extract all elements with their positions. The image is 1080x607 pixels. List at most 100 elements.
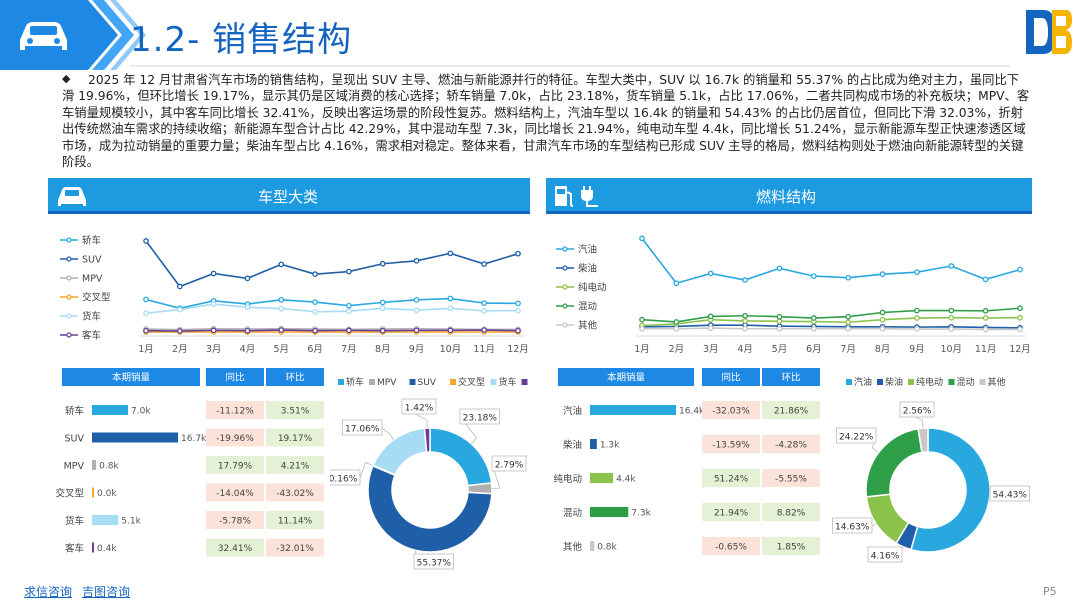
vehicle-line-x-tick-label: 2月	[172, 344, 188, 355]
vehicle-table-sales-label: 7.0k	[131, 407, 151, 417]
vehicle-line-series-line	[145, 303, 519, 314]
vehicle-table-yoy-value: 17.79%	[218, 462, 253, 472]
footer-link-qiuxin[interactable]: 求信咨询	[24, 585, 73, 599]
vehicle-line-series-line	[145, 240, 519, 288]
fuel-donut-legend-swatch	[846, 379, 852, 385]
vehicle-line-data-point	[379, 305, 386, 312]
vehicle-line-data-point	[210, 301, 217, 307]
fuel-line-series-line	[641, 324, 1021, 329]
fuel-line-data-point	[673, 280, 680, 287]
fuel-table-sales-label: 4.4k	[616, 475, 636, 485]
vehicle-line-legend-label: 轿车	[82, 235, 101, 247]
fuel-line-series-line	[641, 316, 1021, 327]
vehicle-line-data-point	[244, 327, 251, 334]
fuel-donut-legend-swatch	[877, 379, 883, 385]
fuel-pump-icon	[555, 186, 574, 207]
summary-text: 2025 年 12 月甘肃省汽车市场的销售结构，呈现出 SUV 主导、燃油与新能…	[62, 73, 1030, 170]
vehicle-donut-legend-swatch	[450, 379, 456, 385]
vehicle-line-legend-marker	[66, 237, 72, 243]
vehicle-line-data-point	[346, 327, 352, 334]
vehicle-line-x-tick-label: 10月	[440, 344, 462, 355]
vehicle-line-data-point	[447, 250, 454, 257]
fuel-table-header-label: 环比	[781, 372, 800, 384]
vehicle-line-data-point	[413, 307, 420, 314]
fuel-line-series-line	[641, 307, 1021, 323]
fuel-table-yoy-value: -32.03%	[712, 407, 750, 417]
fuel-table-sales-bar	[590, 541, 595, 551]
vehicle-line-data-point	[515, 250, 521, 257]
fuel-table-header-label: 同比	[721, 372, 740, 384]
vehicle-line-x-tick-label: 12月	[507, 344, 529, 355]
vehicle-donut-leader-line	[381, 427, 395, 440]
vehicle-line-legend-marker	[66, 294, 72, 300]
fuel-donut-legend-label: 纯电动	[916, 376, 943, 388]
fuel-line-x-tick-label: 8月	[875, 344, 891, 355]
fuel-table-yoy-value: -13.59%	[712, 441, 750, 451]
fuel-line-x-tick-label: 11月	[975, 344, 997, 355]
vehicle-line-x-tick-label: 3月	[206, 344, 222, 355]
vehicle-donut-slice	[367, 464, 493, 553]
fuel-line-x-tick-label: 3月	[703, 344, 719, 355]
fuel-donut-slice-label: 4.16%	[871, 551, 900, 561]
fuel-table-yoy-cell	[702, 435, 760, 453]
fuel-table-yoy-value: -0.65%	[715, 543, 747, 553]
fuel-table-yoy-value: 51.24%	[714, 475, 749, 485]
footer-link-jitu[interactable]: 吉图咨询	[82, 585, 131, 599]
vehicle-table-mom-value: -43.02%	[276, 489, 314, 499]
vehicle-line-data-point	[143, 296, 149, 303]
fuel-line-legend-label: 汽油	[578, 244, 597, 256]
vehicle-line-data-point	[346, 302, 352, 309]
vehicle-line-data-point	[176, 328, 183, 334]
fuel-table-sales-label: 0.8k	[597, 543, 617, 553]
vehicle-line-data-point	[413, 296, 420, 303]
right-panel-header	[546, 178, 1032, 214]
fuel-donut-label-box	[989, 485, 1030, 502]
vehicle-table-header-label: 环比	[285, 372, 304, 384]
fuel-line-data-point	[776, 318, 783, 325]
vehicle-table-yoy-value: -14.04%	[216, 489, 254, 499]
fuel-line-x-tick-label: 10月	[940, 344, 962, 355]
fuel-line-data-point	[776, 325, 783, 332]
fuel-line-data-point	[914, 269, 920, 276]
vehicle-table-sales-bar	[92, 432, 178, 443]
fuel-donut-legend-swatch	[979, 379, 986, 385]
fuel-line-data-point	[914, 326, 920, 332]
vehicle-line-legend-label: 交叉型	[82, 292, 111, 304]
vehicle-line-data-point	[312, 271, 318, 278]
fuel-line-legend-label: 混动	[578, 302, 597, 313]
vehicle-table-mom-value: 4.21%	[281, 462, 310, 472]
fuel-line-series-line	[641, 237, 1021, 285]
fuel-line-data-point	[914, 307, 920, 314]
fuel-donut-legend-label: 柴油	[885, 376, 903, 388]
vehicle-line-legend-label: MPV	[82, 274, 103, 285]
vehicle-line-series-line	[145, 297, 519, 310]
vehicle-line-data-point	[210, 270, 217, 277]
fuel-line-data-point	[982, 315, 989, 321]
fuel-table-row-name: 柴油	[563, 439, 582, 451]
fuel-donut-label-box	[867, 546, 903, 563]
fuel-line-data-point	[982, 308, 989, 314]
vehicle-donut-label-box	[413, 553, 454, 570]
vehicle-donut-slice-label: 55.37%	[417, 558, 452, 568]
fuel-line-data-point	[742, 277, 748, 283]
fuel-donut-legend-swatch	[948, 379, 955, 385]
vehicle-donut-label-box	[401, 398, 437, 415]
vehicle-donut-leader-line	[491, 463, 501, 489]
vehicle-line-series-line	[145, 329, 519, 332]
fuel-line-data-point	[879, 316, 886, 323]
vehicle-table-mom-cell	[266, 511, 324, 529]
left-panel-title: 车型大类	[258, 188, 319, 206]
fuel-table-mom-value: -4.28%	[775, 441, 807, 451]
vehicle-line-data-point	[447, 327, 454, 334]
vehicle-line-data-point	[210, 327, 217, 334]
fuel-table-mom-cell	[762, 537, 820, 555]
vehicle-type-donut-chart: 轿车 MPV SUV 交叉型 货车 客车 23.18% 2.79% 55.37% 0.16% 17.…	[330, 376, 530, 570]
fuel-line-data-point	[810, 315, 817, 321]
fuel-line-data-point	[639, 325, 645, 332]
vehicle-table-yoy-cell	[206, 483, 264, 502]
vehicle-line-data-point	[278, 261, 285, 268]
left-panel-header	[48, 178, 530, 214]
fuel-table-header-mom	[762, 368, 820, 386]
vehicle-line-x-tick-label: 5月	[273, 344, 289, 355]
vehicle-table-row-name: 客车	[65, 543, 84, 555]
